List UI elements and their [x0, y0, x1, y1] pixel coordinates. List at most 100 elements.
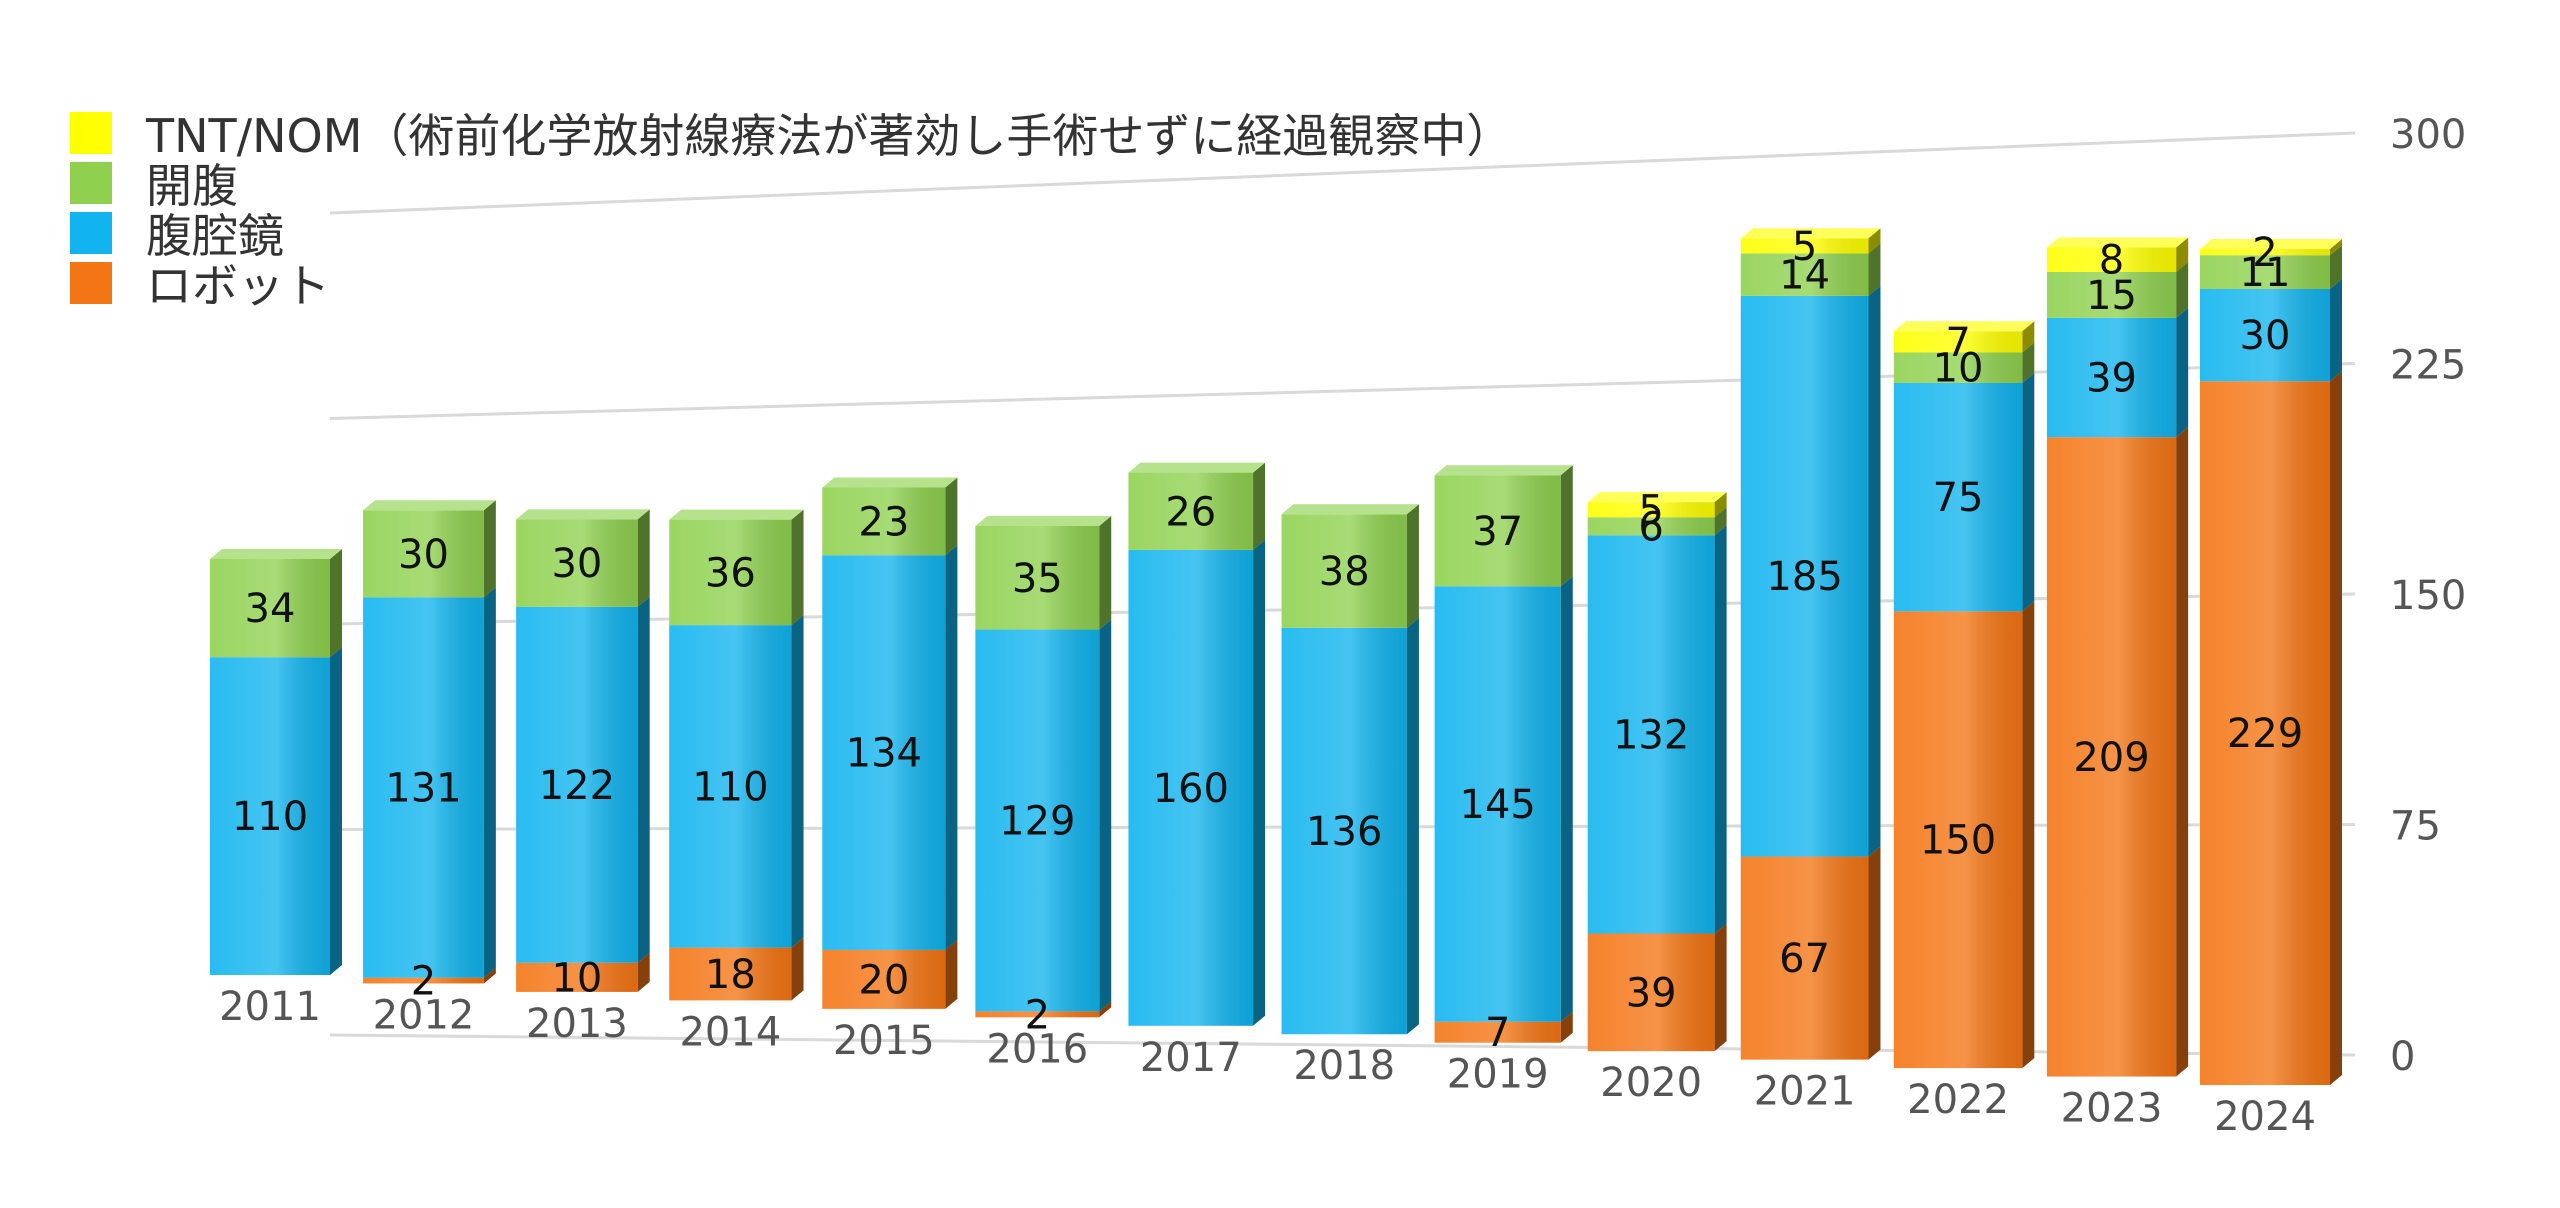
bar-top-2019: [1434, 465, 1573, 476]
bar-side-2023-3: [2176, 237, 2189, 272]
legend-swatch-robot: [70, 262, 112, 304]
data-labels: 110 34 2 131 30 10 122 30 18 110 36 20 134 23 2 129 35 16…: [232, 224, 2303, 1056]
data-label-2012-2: 30: [398, 532, 449, 578]
legend-label-robot: ロボット: [146, 259, 330, 313]
data-label-2019-0: 7: [1485, 1010, 1510, 1056]
data-label-2022-0: 150: [1920, 818, 1996, 864]
legend-item-tnt-nom: TNT/NOM（術前化学放射線療法が著効し手術せずに経過観察中）: [70, 108, 1512, 163]
data-label-2021-2: 14: [1779, 253, 1830, 299]
data-label-2022-2: 10: [1933, 346, 1984, 392]
data-label-2015-2: 23: [858, 499, 909, 545]
x-tick-label-2024: 2024: [2214, 1094, 2316, 1140]
legend-label-open: 開腹: [146, 159, 238, 213]
legend-item-open: 開腹: [70, 158, 1512, 213]
bar-group-2019: [1434, 465, 1573, 1043]
data-label-2018-2: 38: [1319, 549, 1370, 595]
bar-shade-2015-1: [822, 555, 946, 950]
bar-shade-2016-0: [975, 1011, 1100, 1018]
bar-shade-2019-1: [1434, 586, 1561, 1022]
bar-side-2013-2: [637, 509, 650, 607]
data-label-2014-1: 110: [692, 764, 768, 810]
x-tick-label-2018: 2018: [1293, 1043, 1395, 1089]
legend-swatch-laparoscopic: [70, 212, 112, 254]
data-label-2024-1: 30: [2240, 313, 2291, 359]
bar-shade-2011-1: [210, 657, 330, 975]
bars: [210, 228, 2342, 1085]
bar-shade-2012-2: [363, 510, 484, 598]
data-label-2019-1: 145: [1460, 782, 1536, 828]
legend-label-laparoscopic: 腹腔鏡: [146, 209, 284, 263]
bar-top-2023: [2046, 237, 2189, 248]
bar-group-2018: [1281, 504, 1419, 1035]
bar-side-2012-0: [483, 967, 496, 984]
bar-side-2015-0: [945, 939, 958, 1009]
bar-side-2019-0: [1560, 1011, 1573, 1043]
x-tick-label-2023: 2023: [2061, 1086, 2163, 1132]
bar-side-2017-1: [1253, 539, 1266, 1026]
bar-side-2020-2: [1714, 507, 1727, 536]
bar-shade-2021-0: [1740, 856, 1869, 1060]
bar-shade-2015-0: [822, 949, 946, 1009]
bar-shade-2022-3: [1893, 331, 2023, 353]
x-tick-label-2021: 2021: [1754, 1069, 1856, 1115]
bar-group-2022: [1893, 321, 2035, 1069]
bar-shade-2020-3: [1587, 502, 1715, 518]
data-label-2018-1: 136: [1306, 809, 1382, 855]
bar-shade-2013-1: [516, 606, 638, 963]
bar-side-2022-3: [2022, 321, 2035, 353]
legend: TNT/NOM（術前化学放射線療法が著効し手術せずに経過観察中） 開腹 腹腔鏡 …: [70, 108, 1512, 313]
bar-side-2021-0: [1868, 846, 1881, 1060]
data-label-2023-0: 209: [2073, 735, 2149, 781]
x-tick-label-2011: 2011: [219, 984, 321, 1030]
bar-shade-2020-0: [1587, 933, 1715, 1052]
bar-side-2011-1: [330, 647, 342, 975]
data-label-2023-1: 39: [2086, 356, 2137, 402]
bar-shade-2023-0: [2046, 437, 2177, 1077]
x-tick-label-2020: 2020: [1600, 1060, 1702, 1106]
bar-shade-2024-2: [2200, 255, 2330, 290]
data-label-2020-0: 39: [1626, 970, 1677, 1016]
y-tick-label-300: 300: [2390, 112, 2466, 158]
bar-side-2020-1: [1714, 525, 1727, 934]
x-tick-label-2014: 2014: [679, 1009, 781, 1055]
bar-side-2014-0: [791, 937, 804, 1001]
data-label-2023-2: 15: [2086, 273, 2137, 319]
y-tick-label-0: 0: [2390, 1034, 2415, 1080]
bar-side-2018-1: [1406, 617, 1419, 1035]
bar-side-2014-1: [791, 615, 804, 948]
bar-group-2017: [1128, 462, 1266, 1026]
data-label-2012-0: 2: [411, 959, 436, 1005]
data-label-2024-3: 2: [2252, 230, 2277, 276]
data-label-2015-1: 134: [846, 731, 922, 777]
bar-side-2012-1: [483, 587, 496, 978]
bar-shade-2021-3: [1740, 238, 1869, 254]
bar-side-2015-2: [945, 477, 958, 556]
bar-side-2019-1: [1560, 576, 1573, 1022]
bar-group-2020: [1587, 492, 1727, 1052]
bar-top-2022: [1893, 321, 2035, 332]
bar-side-2020-0: [1714, 923, 1727, 1052]
x-tick-label-2019: 2019: [1447, 1052, 1549, 1098]
data-label-2024-0: 229: [2227, 711, 2303, 757]
data-label-2020-3: 5: [1638, 488, 1663, 534]
data-label-2016-0: 2: [1025, 992, 1050, 1038]
x-tick-label-2012: 2012: [373, 992, 475, 1038]
bar-group-2023: [2046, 237, 2189, 1077]
bar-top-2020: [1587, 492, 1727, 503]
bar-shade-2023-1: [2046, 317, 2177, 438]
data-label-2020-1: 132: [1613, 712, 1689, 758]
bar-side-2013-1: [637, 596, 650, 963]
bar-shade-2020-2: [1587, 517, 1715, 536]
bar-shade-2016-2: [975, 525, 1100, 630]
data-label-2022-1: 75: [1933, 475, 1984, 521]
bar-side-2021-3: [1868, 228, 1881, 254]
bar-shade-2024-3: [2200, 249, 2330, 256]
bar-side-2016-1: [1099, 619, 1112, 1012]
bar-group-2021: [1740, 228, 1881, 1060]
bar-shade-2013-2: [516, 519, 638, 607]
data-label-2014-0: 18: [705, 952, 756, 998]
y-tick-label-225: 225: [2390, 343, 2466, 389]
bar-shade-2021-2: [1740, 253, 1869, 296]
bar-side-2018-2: [1406, 504, 1419, 628]
bar-top-2012: [363, 500, 496, 511]
